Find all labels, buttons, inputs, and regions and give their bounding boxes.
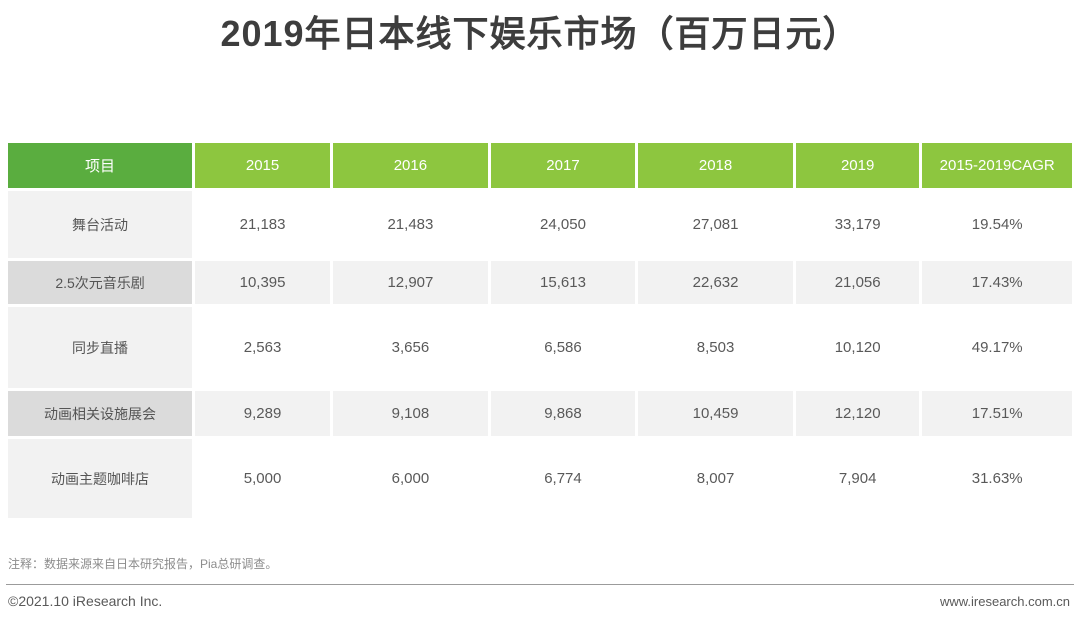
- value-cell: 9,289: [195, 391, 331, 436]
- value-cell: 22,632: [638, 261, 793, 304]
- value-cell: 9,108: [333, 391, 488, 436]
- row-label-cell: 动画相关设施展会: [8, 391, 193, 436]
- value-cell: 17.43%: [922, 261, 1072, 304]
- value-cell: 33,179: [795, 191, 920, 258]
- value-cell: 6,586: [490, 307, 636, 388]
- table-row: 舞台活动 21,183 21,483 24,050 27,081 33,179 19.54%: [8, 191, 1072, 258]
- table-body: 舞台活动 21,183 21,483 24,050 27,081 33,179 19.54%…: [8, 191, 1072, 518]
- row-label-cell: 动画主题咖啡店: [8, 439, 193, 518]
- footer-copyright: ©2021.10 iResearch Inc.: [8, 593, 163, 609]
- value-cell: 6,774: [490, 439, 636, 518]
- value-cell: 21,483: [333, 191, 488, 258]
- table-row: 动画主题咖啡店 5,000 6,000 6,774 8,007 7,904 31.63%: [8, 439, 1072, 518]
- value-cell: 10,459: [638, 391, 793, 436]
- header-cell-year: 2017: [490, 143, 636, 188]
- row-label-cell: 2.5次元音乐剧: [8, 261, 193, 304]
- table-row: 同步直播 2,563 3,656 6,586 8,503 10,120 49.17%: [8, 307, 1072, 388]
- value-cell: 21,183: [195, 191, 331, 258]
- value-cell: 5,000: [195, 439, 331, 518]
- row-label-cell: 舞台活动: [8, 191, 193, 258]
- value-cell: 12,907: [333, 261, 488, 304]
- value-cell: 8,007: [638, 439, 793, 518]
- value-cell: 10,395: [195, 261, 331, 304]
- value-cell: 17.51%: [922, 391, 1072, 436]
- header-cell-year: 2019: [795, 143, 920, 188]
- footer-website: www.iresearch.com.cn: [939, 594, 1070, 609]
- footer-divider: [6, 584, 1074, 585]
- row-label-cell: 同步直播: [8, 307, 193, 388]
- source-note: 注释：数据来源来自日本研究报告，Pia总研调查。: [8, 557, 278, 571]
- value-cell: 2,563: [195, 307, 331, 388]
- table-header-row: 项目 2015 2016 2017 2018 2019 2015-2019CAGR: [8, 143, 1072, 188]
- value-cell: 15,613: [490, 261, 636, 304]
- header-cell-year: 2015: [195, 143, 331, 188]
- table-row: 动画相关设施展会 9,289 9,108 9,868 10,459 12,120 17.51…: [8, 391, 1072, 436]
- value-cell: 8,503: [638, 307, 793, 388]
- header-cell-year: 2016: [333, 143, 488, 188]
- table-row: 2.5次元音乐剧 10,395 12,907 15,613 22,632 21,056 17…: [8, 261, 1072, 304]
- value-cell: 3,656: [333, 307, 488, 388]
- value-cell: 49.17%: [922, 307, 1072, 388]
- value-cell: 21,056: [795, 261, 920, 304]
- page-title: 2019年日本线下娱乐市场（百万日元）: [220, 13, 860, 54]
- market-data-table: 项目 2015 2016 2017 2018 2019 2015-2019CAGR 舞台活动…: [5, 140, 1075, 521]
- value-cell: 10,120: [795, 307, 920, 388]
- value-cell: 12,120: [795, 391, 920, 436]
- header-cell-year: 2015-2019CAGR: [922, 143, 1072, 188]
- value-cell: 19.54%: [922, 191, 1072, 258]
- value-cell: 6,000: [333, 439, 488, 518]
- value-cell: 7,904: [795, 439, 920, 518]
- value-cell: 9,868: [490, 391, 636, 436]
- value-cell: 24,050: [490, 191, 636, 258]
- value-cell: 27,081: [638, 191, 793, 258]
- value-cell: 31.63%: [922, 439, 1072, 518]
- header-cell-year: 2018: [638, 143, 793, 188]
- header-cell-item: 项目: [8, 143, 193, 188]
